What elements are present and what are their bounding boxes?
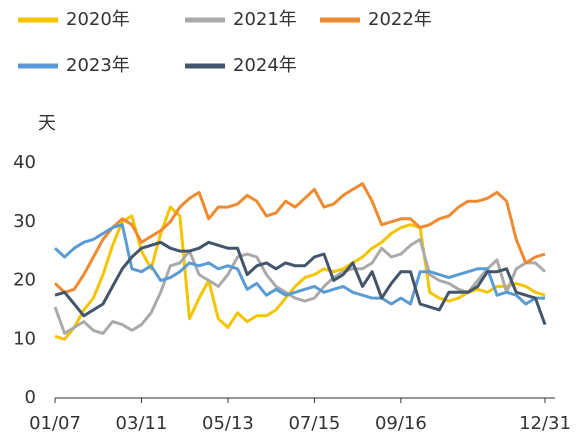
x-tick-label: 01/07 [29, 413, 81, 434]
y-tick-label: 10 [13, 328, 36, 349]
line-series [53, 223, 545, 306]
y-tick-label: 20 [13, 270, 36, 291]
x-tick-label: 07/15 [288, 413, 340, 434]
line-series [54, 205, 546, 341]
y-axis-label: 天 [38, 113, 56, 134]
x-tick-label: 03/11 [116, 413, 168, 434]
legend-label: 2024年 [233, 55, 297, 76]
legend-label: 2020年 [66, 9, 130, 30]
x-tick-label: 05/13 [202, 413, 254, 434]
legend-label: 2022年 [368, 9, 432, 30]
line-series [53, 182, 546, 294]
line-series [54, 240, 547, 326]
x-tick-label: 12/31 [519, 413, 571, 434]
y-tick-label: 40 [13, 152, 36, 173]
y-tick-label: 30 [13, 211, 36, 232]
legend-label: 2021年 [233, 9, 297, 30]
x-tick-label: 09/16 [375, 413, 427, 434]
legend-label: 2023年 [66, 55, 130, 76]
y-tick-label: 0 [25, 387, 36, 408]
